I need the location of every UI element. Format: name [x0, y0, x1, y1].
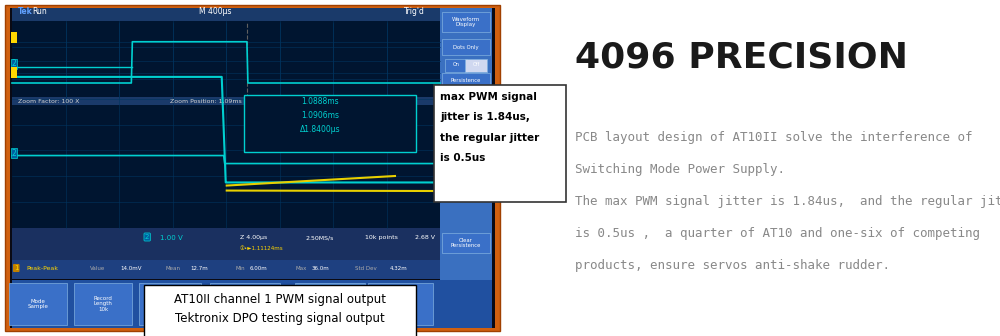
Bar: [465, 58, 487, 72]
Text: Record
Length
10k: Record Length 10k: [94, 296, 112, 312]
Text: Clear
Persistence: Clear Persistence: [451, 238, 481, 248]
Bar: [12, 97, 440, 105]
Text: Off: Off: [472, 96, 480, 101]
Text: 1.0906ms: 1.0906ms: [301, 111, 339, 120]
Bar: [12, 23, 440, 98]
Text: 2: 2: [12, 149, 16, 158]
Text: Delay
On    Off: Delay On Off: [158, 299, 182, 309]
Bar: [465, 92, 487, 106]
Text: Set Horiz.
Position
to 0 s: Set Horiz. Position to 0 s: [232, 296, 258, 312]
Text: 4096 PRECISION: 4096 PRECISION: [575, 40, 908, 74]
Text: 6.00m: 6.00m: [250, 266, 268, 271]
Text: 2.68 V: 2.68 V: [415, 235, 435, 240]
Bar: [442, 39, 490, 55]
Text: On: On: [453, 62, 459, 68]
Text: Std Dev: Std Dev: [355, 266, 377, 271]
Bar: [440, 8, 492, 328]
Text: Mode
Sample: Mode Sample: [28, 299, 48, 309]
Bar: [12, 228, 440, 260]
Text: Peak-Peak: Peak-Peak: [26, 266, 58, 271]
Text: Min: Min: [235, 266, 245, 271]
Text: Off: Off: [180, 305, 188, 310]
Text: 1.0888ms: 1.0888ms: [301, 97, 339, 106]
Text: On: On: [453, 96, 459, 101]
Text: On: On: [155, 305, 161, 310]
Text: The max PWM signal jitter is 1.84us,  and the regular jitter: The max PWM signal jitter is 1.84us, and…: [575, 195, 1000, 208]
Text: the regular jitter: the regular jitter: [440, 133, 539, 143]
Text: 4.32m: 4.32m: [390, 266, 408, 271]
Text: Tek: Tek: [18, 7, 33, 16]
FancyBboxPatch shape: [244, 95, 416, 152]
Text: Waveform
Display: Waveform Display: [452, 16, 480, 28]
Text: 14.0mV: 14.0mV: [120, 266, 142, 271]
Bar: [12, 280, 492, 328]
Text: 12.7m: 12.7m: [190, 266, 208, 271]
FancyBboxPatch shape: [434, 85, 566, 202]
Text: Switching Mode Power Supply.: Switching Mode Power Supply.: [575, 163, 785, 176]
Text: Mean: Mean: [165, 266, 180, 271]
Text: S: S: [464, 143, 468, 149]
Text: AT10II channel 1 PWM signal output: AT10II channel 1 PWM signal output: [174, 293, 386, 306]
Bar: [442, 233, 490, 253]
Text: max PWM signal: max PWM signal: [440, 92, 537, 102]
Bar: [295, 283, 365, 325]
Text: 2: 2: [12, 59, 16, 69]
Text: 1: 1: [14, 265, 18, 271]
Text: jitter is 1.84us,: jitter is 1.84us,: [440, 112, 530, 122]
Text: Zoom Factor: 100 X: Zoom Factor: 100 X: [18, 99, 79, 104]
Text: Z 4.00μs: Z 4.00μs: [240, 235, 267, 240]
Bar: [74, 283, 132, 325]
Text: 1: 1: [12, 33, 16, 42]
Text: Δ1.8400μs: Δ1.8400μs: [300, 125, 340, 134]
Bar: [442, 107, 490, 127]
Text: XY Display
Off: XY Display Off: [385, 299, 415, 309]
Bar: [445, 58, 467, 72]
Text: 10k points: 10k points: [365, 235, 398, 240]
Bar: [147, 300, 169, 316]
Text: Value: Value: [90, 266, 105, 271]
Text: 2.50MS/s: 2.50MS/s: [305, 235, 333, 240]
Bar: [139, 283, 201, 325]
Text: Trig'd: Trig'd: [404, 7, 425, 16]
Bar: [9, 283, 67, 325]
Bar: [12, 21, 440, 228]
Text: PCB layout design of AT10II solve the interference of: PCB layout design of AT10II solve the in…: [575, 131, 972, 144]
Text: 1: 1: [12, 68, 16, 77]
Text: M 400μs: M 400μs: [199, 7, 231, 16]
Text: 1.00 V: 1.00 V: [160, 235, 183, 241]
Bar: [12, 8, 440, 21]
Text: products, ensure servos anti-shake rudder.: products, ensure servos anti-shake rudde…: [575, 259, 890, 272]
Text: Run: Run: [32, 7, 47, 16]
Bar: [5, 5, 500, 331]
Bar: [210, 283, 280, 325]
Text: is 0.5us: is 0.5us: [440, 153, 485, 163]
Bar: [442, 133, 490, 159]
Text: Max: Max: [295, 266, 306, 271]
Text: ①•►1.11124ms: ①•►1.11124ms: [240, 246, 284, 251]
Text: Persist
Time: Persist Time: [457, 112, 475, 122]
Bar: [445, 92, 467, 106]
Text: Dots Only: Dots Only: [453, 44, 479, 49]
Text: Waveform
Display: Waveform Display: [316, 299, 344, 309]
Bar: [10, 8, 495, 328]
Text: 2: 2: [145, 234, 149, 240]
Bar: [12, 260, 440, 279]
Text: Persistence: Persistence: [451, 79, 481, 84]
Text: Zoom Position: 1.09ms: Zoom Position: 1.09ms: [170, 99, 242, 104]
Text: is 0.5us ,  a quarter of AT10 and one-six of competing: is 0.5us , a quarter of AT10 and one-six…: [575, 227, 980, 240]
Bar: [442, 12, 490, 32]
Text: Off: Off: [472, 62, 480, 68]
FancyBboxPatch shape: [144, 285, 416, 336]
Text: Tektronix DPO testing signal output: Tektronix DPO testing signal output: [175, 312, 385, 325]
Text: 36.0m: 36.0m: [312, 266, 330, 271]
Bar: [173, 300, 195, 316]
Bar: [442, 73, 490, 89]
Bar: [368, 283, 432, 325]
